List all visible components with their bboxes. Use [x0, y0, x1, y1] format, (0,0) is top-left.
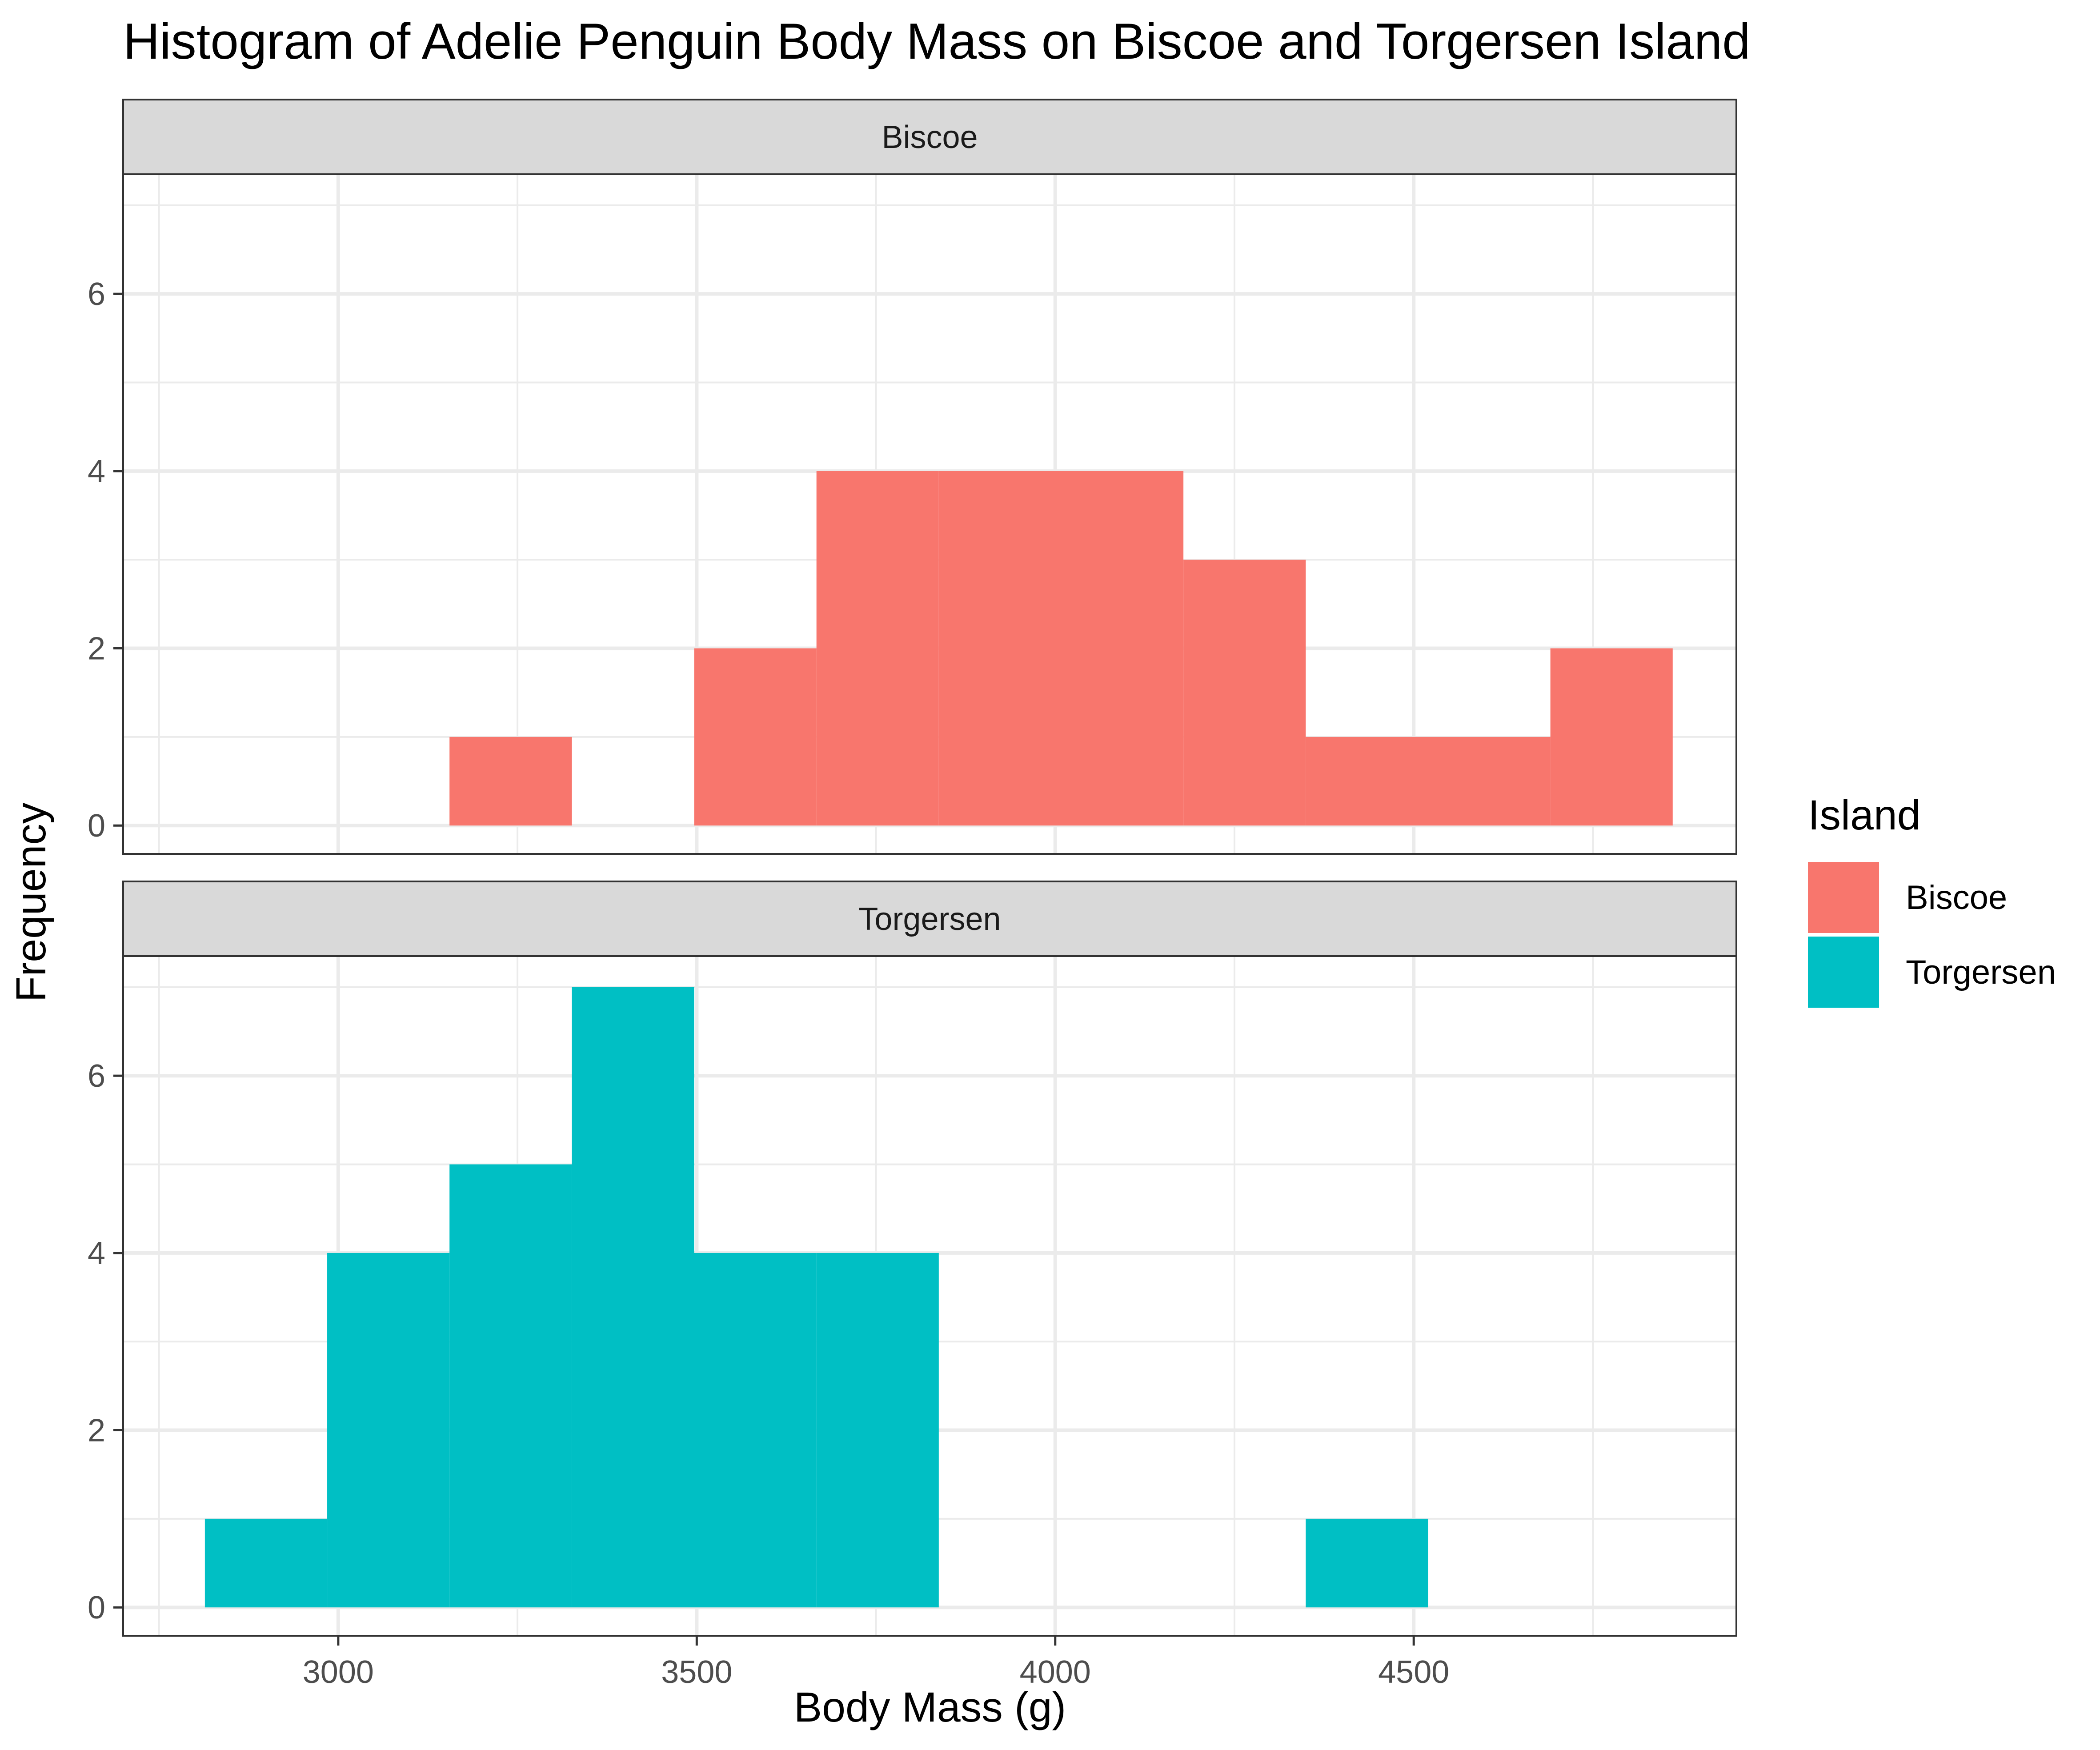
y-tick-label: 6 — [88, 276, 105, 312]
facet-strip-label: Biscoe — [882, 120, 978, 155]
legend-label-torgersen: Torgersen — [1906, 953, 2056, 991]
panel-biscoe: 124443112Biscoe0246 — [88, 99, 1737, 855]
x-tick-label: 4500 — [1378, 1654, 1449, 1690]
facet-strip — [122, 99, 1737, 175]
histogram-bar: 4 — [694, 1253, 817, 1608]
y-tick-label: 4 — [88, 1236, 105, 1271]
legend-title: Island — [1808, 792, 1921, 839]
y-tick-label: 0 — [88, 808, 105, 844]
x-tick-label: 3000 — [303, 1654, 374, 1690]
histogram-bar: 5 — [449, 1164, 572, 1608]
histogram-bar: 1 — [1306, 1518, 1428, 1608]
x-tick-label: 3500 — [661, 1654, 732, 1690]
chart-title: Histogram of Adelie Penguin Body Mass on… — [123, 13, 1751, 70]
legend-key-torgersen — [1808, 937, 1879, 1008]
histogram-bar: 1 — [1306, 737, 1428, 826]
histogram-bar: 3 — [1183, 560, 1306, 826]
histogram-bar: 2 — [1550, 648, 1673, 826]
facet-strip-label: Torgersen — [858, 901, 1001, 937]
x-axis: 3000 3500 4000 4500 — [303, 1636, 1449, 1690]
y-tick-label: 6 — [88, 1058, 105, 1094]
facet-strip — [122, 881, 1737, 957]
y-tick-label: 2 — [88, 1413, 105, 1449]
x-axis-title: Body Mass (g) — [794, 1684, 1066, 1731]
legend-label-biscoe: Biscoe — [1906, 879, 2007, 917]
y-axis-title: Frequency — [8, 802, 55, 1002]
histogram-bar: 1 — [204, 1518, 328, 1608]
histogram-bar: 1 — [1428, 737, 1551, 826]
y-tick-label: 2 — [88, 631, 105, 667]
x-tick-label: 4000 — [1020, 1654, 1091, 1690]
histogram-bar: 4 — [816, 471, 939, 826]
histogram-bar: 1 — [449, 737, 572, 826]
y-tick-label: 0 — [88, 1590, 105, 1626]
histogram-bar: 2 — [694, 648, 817, 826]
histogram-bar: 7 — [572, 987, 694, 1608]
histogram-bar: 4 — [816, 1253, 939, 1608]
panel-torgersen: 1457441Torgersen0246 — [88, 881, 1737, 1637]
histogram-bar: 4 — [327, 1253, 450, 1608]
y-tick-label: 4 — [88, 454, 105, 489]
legend-key-biscoe — [1808, 862, 1879, 933]
facet-panels: 124443112Biscoe02461457441Torgersen02463… — [88, 99, 1737, 1690]
legend: Island Biscoe Torgersen — [1808, 792, 2056, 1008]
histogram-bar: 4 — [1061, 471, 1184, 826]
histogram-bar: 4 — [938, 471, 1061, 826]
